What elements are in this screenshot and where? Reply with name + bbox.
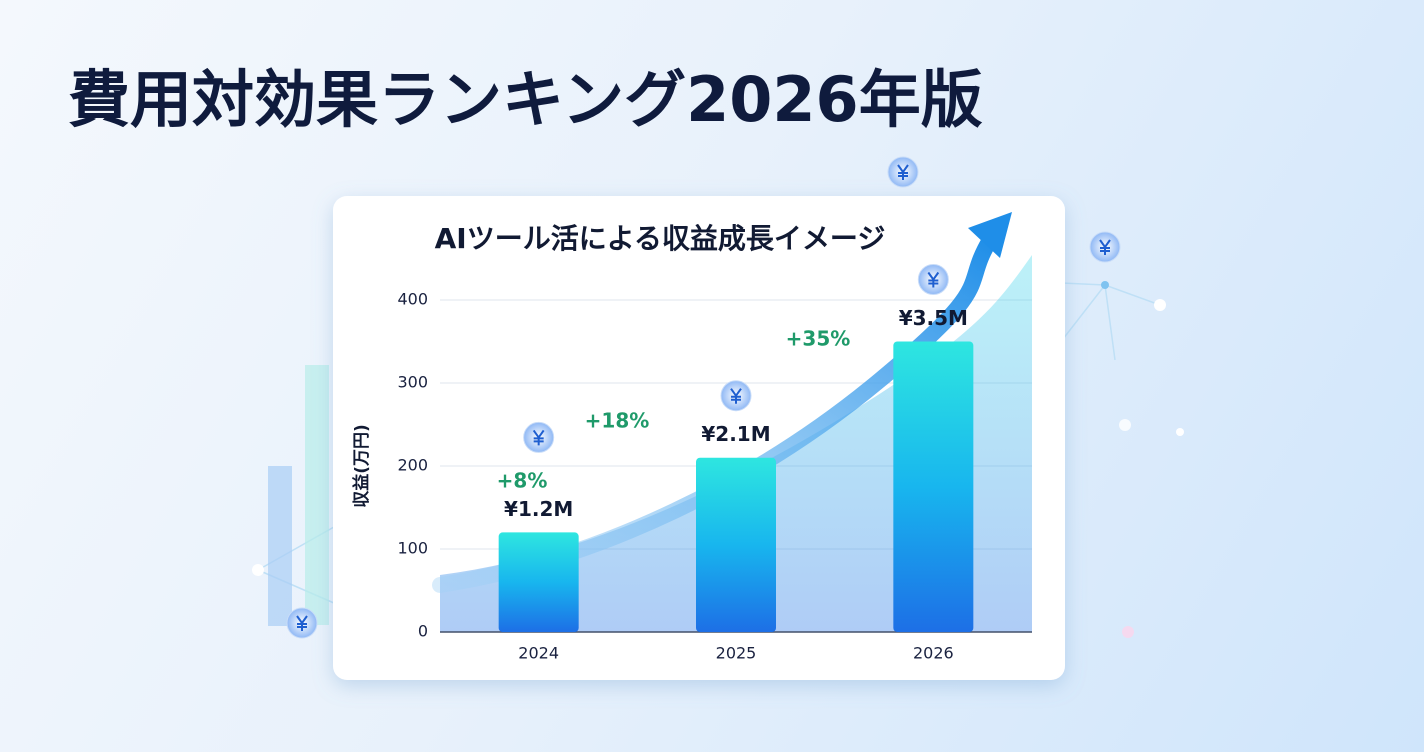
- value-label: ¥1.2M: [504, 497, 573, 521]
- page-heading: 費用対効果ランキング2026年版: [68, 63, 983, 136]
- coin-icon: [296, 615, 308, 631]
- y-axis-label: 収益(万円): [351, 424, 372, 508]
- decoration: [268, 466, 292, 626]
- growth-annotation: +8%: [497, 469, 548, 493]
- coin-icon: [927, 271, 940, 288]
- y-tick-label: 200: [397, 456, 428, 475]
- coin-icon: [897, 164, 909, 180]
- value-label: ¥3.5M: [899, 306, 968, 330]
- decoration: [440, 255, 1032, 632]
- y-tick-label: 300: [397, 373, 428, 392]
- x-tick-label: 2025: [716, 644, 757, 663]
- x-tick-label: 2026: [913, 644, 954, 663]
- coin-icon: [1099, 239, 1111, 255]
- decoration: [968, 212, 1012, 258]
- decoration: [305, 365, 329, 625]
- y-tick-label: 0: [418, 622, 428, 641]
- growth-annotation: +18%: [585, 409, 650, 433]
- value-label: ¥2.1M: [701, 422, 770, 446]
- coin-icon: [532, 429, 545, 446]
- coin-icon: [730, 388, 742, 404]
- bar: [893, 341, 974, 632]
- x-tick-label: 2024: [518, 644, 559, 663]
- chart-title: AIツール活による収益成長イメージ: [435, 222, 886, 255]
- y-tick-label: 100: [397, 539, 428, 558]
- y-tick-label: 400: [397, 290, 428, 309]
- bar: [696, 457, 776, 632]
- bar: [498, 532, 579, 632]
- growth-annotation: +35%: [786, 327, 851, 351]
